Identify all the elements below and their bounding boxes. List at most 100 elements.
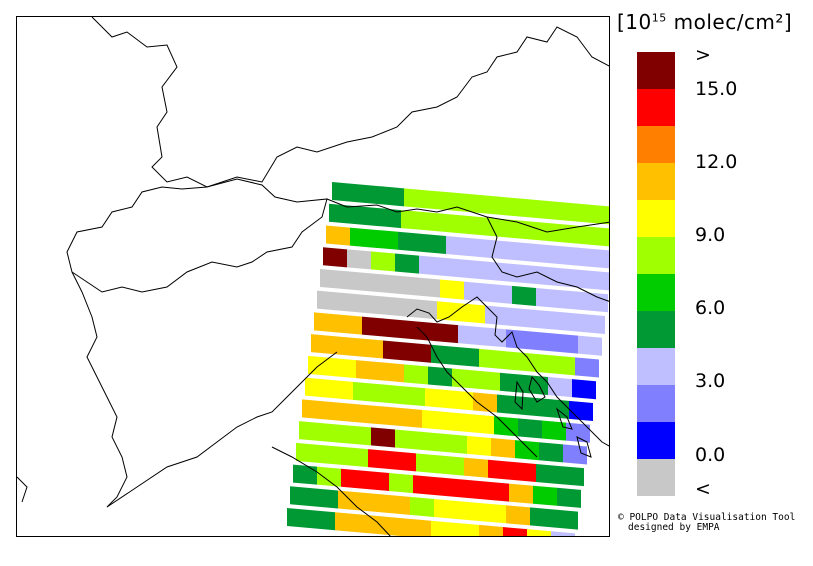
legend-tick-label: 6.0 xyxy=(695,297,726,319)
swath-pixel xyxy=(425,212,449,233)
swath-pixel xyxy=(314,488,338,509)
swath-pixel xyxy=(452,368,476,389)
swath-pixel xyxy=(515,440,539,461)
swath-pixel xyxy=(407,518,431,536)
swath-pixel xyxy=(458,501,482,522)
legend-swatch xyxy=(637,311,675,348)
legend-tick-label: 0.0 xyxy=(695,444,726,466)
legend-tick-label: 9.0 xyxy=(695,224,726,246)
swath-pixel xyxy=(473,216,497,237)
swath-pixel xyxy=(359,338,383,359)
swath-pixel xyxy=(356,360,380,381)
swath-pixel xyxy=(422,233,446,255)
swath-pixel xyxy=(389,297,413,318)
swath-pixel xyxy=(401,210,425,231)
swath-pixel xyxy=(446,412,470,433)
legend-swatch xyxy=(637,385,675,422)
legend-tick-label: 3.0 xyxy=(695,370,726,392)
legend-swatch xyxy=(637,422,675,459)
swath-pixel xyxy=(374,229,398,250)
country-borders xyxy=(17,17,609,536)
swath-pixel xyxy=(434,498,458,520)
swath-pixel xyxy=(419,431,443,452)
swath-pixel xyxy=(398,407,422,428)
coast-istria xyxy=(486,306,609,447)
legend-title-exponent: 15 xyxy=(651,11,667,25)
swath-pixel xyxy=(380,362,404,383)
swath-pixel xyxy=(440,455,464,476)
swath-pixel xyxy=(434,322,458,344)
swath-pixel xyxy=(482,327,506,348)
swath-pixel xyxy=(488,459,512,480)
swath-pixel xyxy=(428,190,452,211)
swath-pixel xyxy=(533,309,557,330)
swath-pixel xyxy=(410,320,434,341)
swath-pixel xyxy=(383,340,407,361)
swath-pixel xyxy=(539,442,563,463)
coast-tuscany xyxy=(271,446,391,536)
swath-pixel xyxy=(479,524,503,536)
swath-pixel xyxy=(326,401,350,422)
map-panel xyxy=(16,16,610,537)
swath-pixel xyxy=(551,531,575,536)
swath-pixel xyxy=(488,283,512,304)
swath-pixel xyxy=(536,287,560,309)
swath-pixel xyxy=(323,423,347,444)
swath-pixel xyxy=(314,312,338,333)
island-pag xyxy=(555,407,573,430)
swath-pixel xyxy=(527,353,551,374)
swath-pixel xyxy=(581,313,605,335)
legend-title-unit: molec/cm²] xyxy=(666,10,793,34)
border-france-north xyxy=(91,17,609,188)
swath-pixel xyxy=(527,529,551,536)
swath-pixel xyxy=(563,268,587,289)
swath-pixel xyxy=(467,259,491,280)
no2-swath xyxy=(287,182,609,536)
swath-pixel xyxy=(296,442,320,463)
swath-pixel xyxy=(383,516,407,536)
swath-pixel xyxy=(386,494,410,515)
swath-pixel xyxy=(317,290,341,311)
island-cres xyxy=(514,380,524,411)
swath-pixel xyxy=(524,198,548,220)
swath-pixel xyxy=(362,316,386,337)
swath-pixel xyxy=(479,348,503,370)
swath-pixel xyxy=(470,414,494,435)
swath-pixel xyxy=(365,470,389,492)
swath-pixel xyxy=(368,449,392,470)
credit-text: © POLPO Data Visualisation Tool designed… xyxy=(618,513,795,533)
swath-pixel xyxy=(416,277,440,298)
swath-pixel xyxy=(371,427,395,448)
swath-pixel xyxy=(332,358,356,379)
swath-pixel xyxy=(329,379,353,400)
swath-pixel xyxy=(530,331,554,352)
swath-pixel xyxy=(455,346,479,367)
swath-pixel xyxy=(578,335,602,356)
island-south xyxy=(576,436,592,458)
swath-pixel xyxy=(425,388,449,409)
swath-pixel xyxy=(542,420,566,441)
legend-swatch xyxy=(637,459,675,496)
swath-pixel xyxy=(509,307,533,328)
swath-pixel xyxy=(431,344,455,365)
swath-pixel xyxy=(341,292,365,313)
swath-pixel xyxy=(368,273,392,294)
swath-pixel xyxy=(539,266,563,287)
map-canvas xyxy=(17,17,609,536)
swath-pixel xyxy=(341,468,365,489)
swath-pixel xyxy=(404,188,428,209)
swath-pixel xyxy=(557,311,581,332)
swath-pixel xyxy=(476,370,500,391)
swath-pixel xyxy=(320,444,344,466)
swath-pixel xyxy=(443,257,467,278)
swath-pixel xyxy=(560,290,584,311)
swath-pixel xyxy=(287,508,311,529)
swath-pixel xyxy=(560,466,584,487)
swath-pixel xyxy=(458,325,482,346)
swath-pixel xyxy=(563,444,587,465)
legend-tick-label: 12.0 xyxy=(695,151,738,173)
swath-pixel xyxy=(464,457,488,478)
swath-pixel xyxy=(437,477,461,498)
swath-pixel xyxy=(512,461,536,482)
swath-pixel xyxy=(545,222,569,243)
